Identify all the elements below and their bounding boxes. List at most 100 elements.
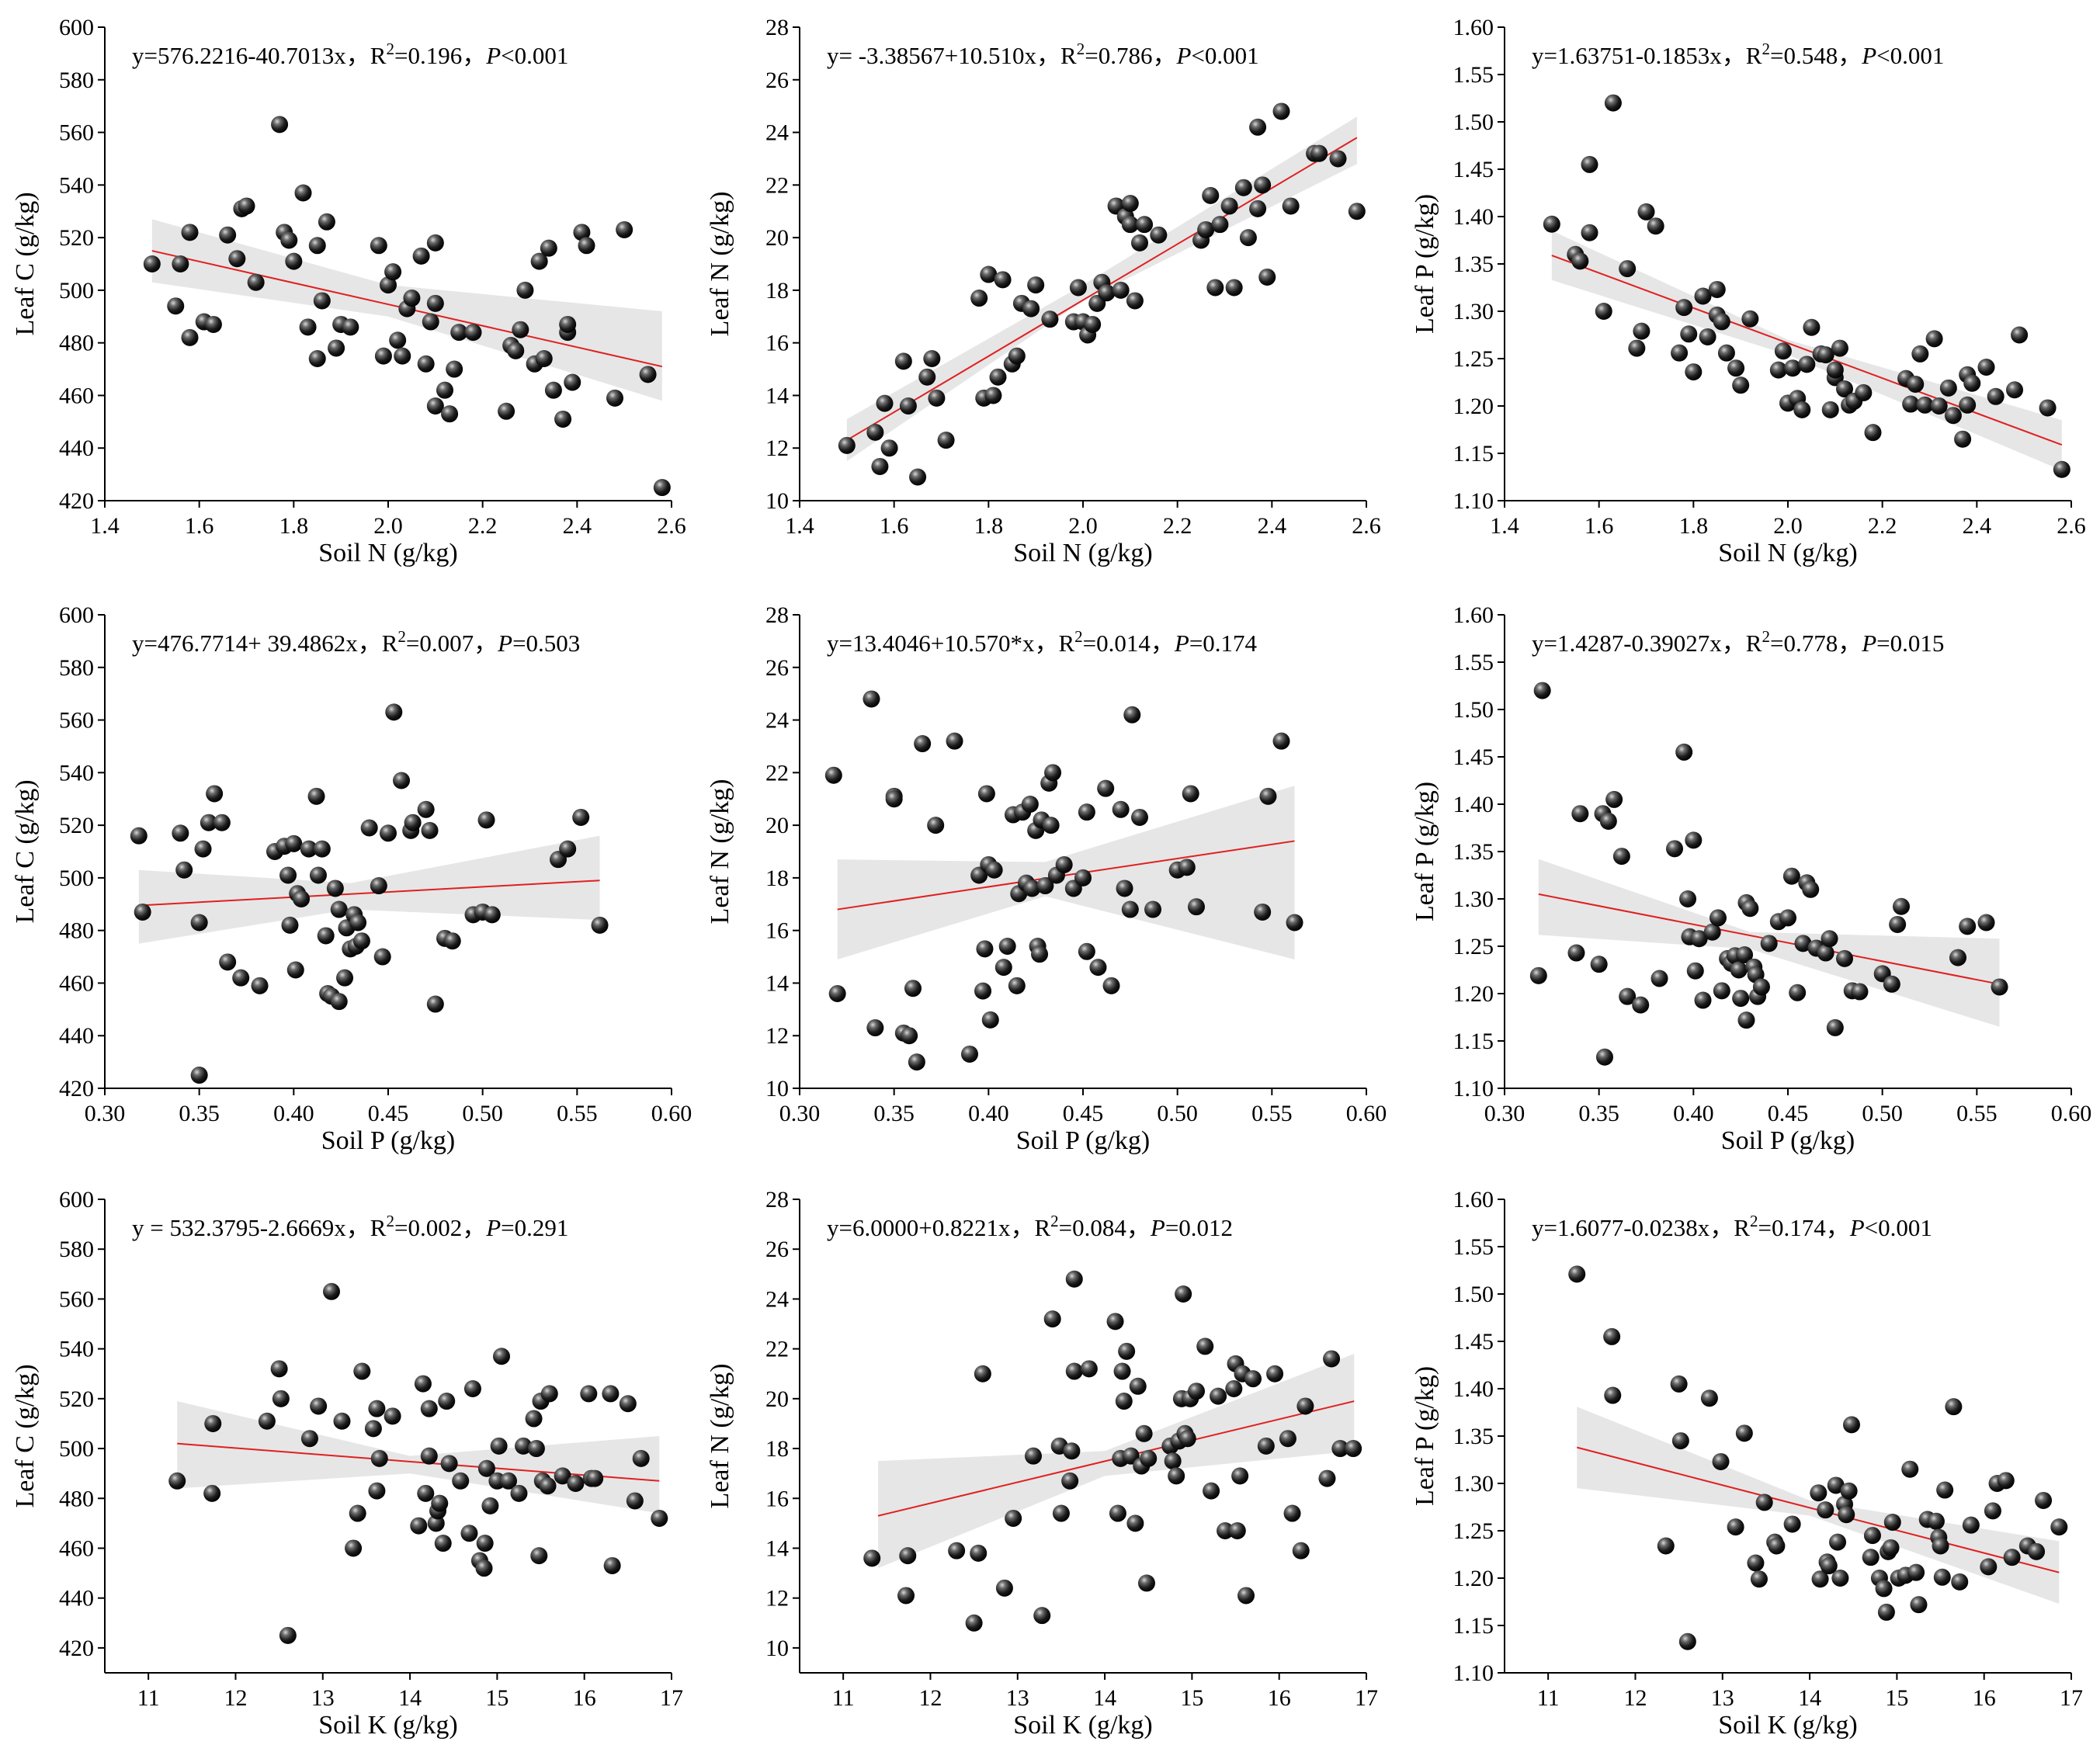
- data-point: [417, 1484, 435, 1502]
- data-point: [446, 360, 463, 378]
- data-point: [1008, 977, 1026, 994]
- data-point: [1178, 859, 1196, 876]
- data-point: [1671, 1432, 1689, 1450]
- x-tick-label: 0.50: [462, 1101, 503, 1126]
- data-point: [1829, 1533, 1847, 1551]
- data-point: [1851, 983, 1869, 1001]
- data-point: [143, 255, 161, 272]
- y-tick-label: 18: [765, 1436, 789, 1462]
- data-point: [167, 297, 185, 315]
- data-point: [1604, 94, 1622, 112]
- y-tick-label: 10: [765, 1076, 789, 1102]
- data-point: [323, 1282, 340, 1300]
- data-point: [1949, 949, 1966, 966]
- data-point: [370, 237, 387, 255]
- data-point: [1225, 1380, 1243, 1397]
- data-point: [1675, 743, 1693, 761]
- data-point: [1736, 945, 1754, 963]
- data-point: [1959, 396, 1977, 414]
- data-point: [572, 808, 590, 826]
- data-point: [527, 1440, 545, 1458]
- data-point: [1802, 880, 1820, 898]
- data-point: [1023, 879, 1041, 897]
- data-point: [1944, 407, 1962, 425]
- y-axis-label: Leaf N (g/kg): [706, 1364, 734, 1509]
- x-tick-label: 15: [1180, 1685, 1203, 1711]
- confidence-band: [138, 835, 600, 944]
- x-tick-label: 0.45: [368, 1101, 409, 1126]
- x-tick-label: 12: [1623, 1685, 1647, 1711]
- regression-line: [138, 879, 600, 907]
- data-point: [1779, 909, 1796, 927]
- data-point: [1249, 118, 1267, 136]
- data-point: [1168, 1467, 1185, 1485]
- data-point: [219, 226, 237, 244]
- data-point: [2028, 1542, 2046, 1560]
- y-tick-label: 600: [59, 602, 94, 628]
- data-point: [1595, 303, 1612, 320]
- data-point: [1254, 903, 1272, 921]
- data-point: [1794, 935, 1812, 952]
- chart-panel-2: 10 12 14 16 18 20 22 24 26 28 1.4 1.6 1.8 2.0 2.2 2.4 2.…: [706, 15, 1381, 567]
- y-tick-label: 1.25: [1453, 346, 1494, 372]
- x-axis-label: Soil K (g/kg): [318, 1711, 457, 1740]
- data-point: [1024, 1447, 1042, 1465]
- data-point: [1144, 900, 1162, 918]
- data-point: [1182, 785, 1199, 803]
- data-point: [1595, 1048, 1613, 1066]
- data-point: [1747, 1554, 1765, 1572]
- data-point: [1709, 909, 1727, 927]
- data-point: [1836, 380, 1853, 398]
- x-tick-label: 12: [918, 1685, 942, 1711]
- y-axis-label: Leaf P (g/kg): [1411, 782, 1439, 921]
- data-point: [1737, 1011, 1755, 1029]
- data-point: [427, 1514, 445, 1532]
- data-point: [1798, 356, 1816, 373]
- x-tick-label: 2.0: [1068, 513, 1098, 539]
- regression-equation: y=1.6077-0.0238x，R2=0.174，P<0.001: [1532, 1212, 1932, 1241]
- y-tick-label: 1.55: [1453, 62, 1494, 88]
- data-point: [328, 339, 345, 357]
- data-point: [974, 982, 992, 1000]
- x-tick-label: 0.45: [1768, 1101, 1809, 1126]
- data-point: [559, 315, 577, 333]
- data-point: [1840, 1482, 1858, 1500]
- data-point: [1078, 803, 1095, 821]
- y-tick-label: 18: [765, 866, 789, 891]
- data-point: [1883, 1514, 1901, 1532]
- x-tick-label: 0.40: [1673, 1101, 1714, 1126]
- data-point: [970, 290, 988, 307]
- data-point: [1774, 342, 1792, 360]
- data-point: [1817, 346, 1834, 364]
- data-point: [353, 1362, 371, 1380]
- y-tick-label: 28: [765, 15, 789, 40]
- x-tick-label: 14: [1798, 1685, 1821, 1711]
- data-point: [1206, 279, 1224, 297]
- data-point: [1755, 1494, 1773, 1511]
- data-point: [578, 237, 595, 255]
- data-point: [1061, 1472, 1079, 1490]
- data-point: [464, 324, 482, 342]
- data-point: [909, 468, 927, 486]
- regression-equation: y=6.0000+0.8221x，R2=0.084，P=0.012: [827, 1212, 1233, 1241]
- data-point: [1963, 374, 1981, 392]
- data-point: [1831, 1570, 1849, 1587]
- data-point: [1543, 215, 1560, 233]
- y-tick-label: 580: [59, 1237, 94, 1262]
- data-point: [554, 410, 572, 428]
- data-point: [1567, 944, 1585, 962]
- x-tick-label: 2.4: [1258, 513, 1287, 539]
- data-point: [345, 1539, 363, 1557]
- data-point: [516, 281, 534, 299]
- data-point: [564, 373, 581, 391]
- data-point: [1820, 1557, 1838, 1575]
- data-point: [1603, 1327, 1621, 1345]
- data-point: [1150, 226, 1168, 244]
- y-tick-label: 560: [59, 708, 94, 734]
- data-point: [894, 352, 912, 370]
- data-point: [1987, 387, 2005, 405]
- data-point: [1279, 1430, 1296, 1448]
- data-point: [619, 1395, 637, 1413]
- data-point: [1022, 300, 1040, 317]
- data-point: [507, 342, 525, 359]
